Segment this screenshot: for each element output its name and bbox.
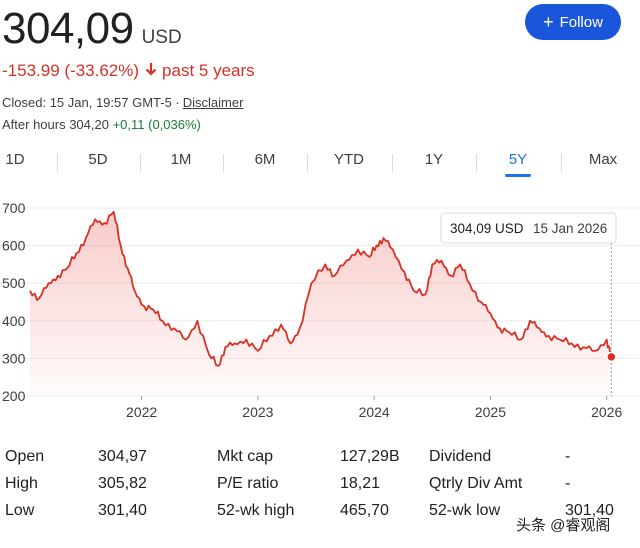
tab-divider [57, 154, 58, 172]
tab-divider [223, 154, 224, 172]
change-value: -153.99 (-33.62%) [2, 61, 140, 80]
stat-label: Open [5, 448, 45, 465]
chart-x-axis: 2022 2023 2024 2025 2026 [126, 396, 622, 420]
stat-value: 301,40 [98, 502, 147, 519]
stat-label: Qtrly Div Amt [429, 475, 523, 492]
tooltip-price: 304,09 USD [450, 221, 524, 236]
after-hours-change: +0,11 (0,036%) [112, 117, 201, 132]
stat-value: 304,97 [98, 448, 147, 465]
range-tabs: 1D 5D 1M 6M YTD 1Y 5Y Max [0, 146, 640, 178]
y-tick-label: 500 [2, 275, 26, 291]
currency-label: USD [141, 27, 182, 48]
tab-1m[interactable]: 1M [170, 151, 192, 168]
stat-value: - [565, 475, 571, 492]
tab-5y[interactable]: 5Y [508, 151, 528, 168]
tab-1d[interactable]: 1D [5, 151, 25, 168]
tab-5d[interactable]: 5D [88, 151, 108, 168]
tab-1y[interactable]: 1Y [424, 151, 444, 168]
y-tick-label: 600 [2, 238, 26, 254]
stat-label: 52-wk low [429, 502, 501, 519]
tab-divider [392, 154, 393, 172]
stat-value: 127,29B [340, 448, 400, 465]
y-tick-label: 400 [2, 313, 26, 329]
active-tab-indicator [505, 174, 531, 177]
stat-value: 18,21 [340, 475, 381, 492]
chart-cursor-dot [606, 351, 617, 363]
after-hours-price: After hours 304,20 [2, 117, 109, 132]
market-status: Closed: 15 Jan, 19:57 GMT-5 · Disclaimer [2, 95, 243, 110]
chart-tooltip: 304,09 USD 15 Jan 2026 [440, 212, 617, 244]
stat-label: Mkt cap [217, 448, 274, 465]
disclaimer-link[interactable]: Disclaimer [182, 95, 244, 110]
price-area [30, 211, 612, 396]
stat-label: Low [5, 502, 35, 519]
tab-divider [476, 154, 477, 172]
price-line [29, 210, 613, 367]
current-price: 304,09 [2, 4, 134, 53]
x-tick-label: 2023 [242, 404, 273, 420]
change-period: past 5 years [162, 61, 255, 80]
stat-label: High [5, 475, 38, 492]
stat-value: - [565, 448, 571, 465]
stat-label: 52-wk high [217, 502, 295, 519]
tooltip-date: 15 Jan 2026 [533, 221, 607, 236]
stat-value: 465,70 [340, 502, 389, 519]
y-tick-label: 300 [2, 350, 26, 366]
plus-icon: + [543, 12, 554, 32]
stat-value: 301,40 [565, 502, 614, 519]
stat-label: P/E ratio [217, 475, 279, 492]
tab-max[interactable]: Max [588, 151, 618, 168]
stat-label: Dividend [429, 448, 492, 465]
follow-label: Follow [559, 13, 603, 31]
after-hours: After hours 304,20 +0,11 (0,036%) [2, 117, 201, 132]
tab-divider [307, 154, 308, 172]
follow-button[interactable]: + Follow [525, 4, 621, 40]
x-tick-label: 2026 [591, 404, 622, 420]
tab-divider [140, 154, 141, 172]
tab-divider [561, 154, 562, 172]
x-tick-label: 2024 [359, 404, 390, 420]
price-change: -153.99 (-33.62%) past 5 years [2, 61, 255, 81]
price-header: 304,09 USD [2, 4, 182, 54]
closed-text: Closed: 15 Jan, 19:57 GMT-5 · [2, 95, 180, 110]
x-tick-label: 2022 [126, 404, 157, 420]
watermark-text: 头条 @睿观阁 [516, 517, 611, 534]
x-tick-label: 2025 [475, 404, 506, 420]
tab-ytd[interactable]: YTD [334, 151, 364, 168]
tab-6m[interactable]: 6M [254, 151, 276, 168]
arrow-down-icon [145, 61, 157, 81]
chart-y-axis: 700 600 500 400 300 200 [2, 200, 26, 404]
y-tick-label: 200 [2, 388, 26, 404]
y-tick-label: 700 [2, 200, 26, 216]
stat-value: 305,82 [98, 475, 147, 492]
